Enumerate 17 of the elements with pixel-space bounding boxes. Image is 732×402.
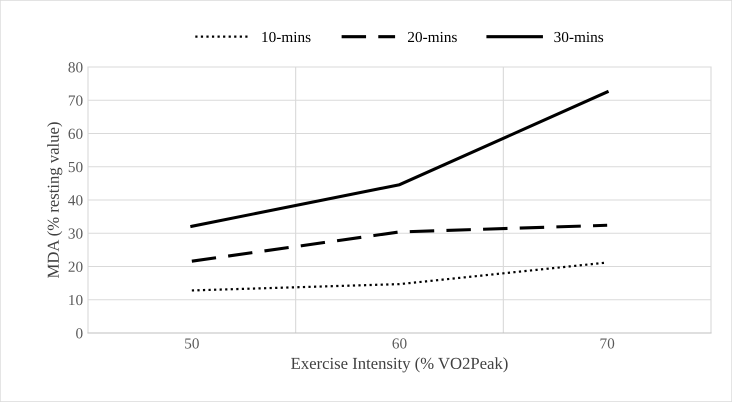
y-axis-title: MDA (% resting value): [47, 122, 62, 278]
y-tick-label: 10: [69, 294, 83, 306]
legend-label: 10-mins: [262, 32, 311, 42]
y-tick-label: 80: [68, 62, 83, 72]
legend-label: 30-mins: [554, 32, 604, 42]
y-tick-label: 60: [68, 128, 83, 139]
x-tick-label: 70: [600, 338, 614, 349]
legend-label: 20-mins: [408, 32, 457, 42]
y-tick-label: 0: [76, 328, 83, 338]
y-tick-label: 30: [68, 228, 83, 239]
y-tick-label: 50: [68, 162, 83, 172]
y-tick-label: 40: [68, 195, 83, 206]
y-tick-label: 20: [68, 262, 83, 272]
x-axis-title: Exercise Intensity (% VO2Peak): [291, 357, 508, 372]
y-tick-label: 70: [68, 95, 83, 106]
x-tick-label: 60: [392, 338, 407, 349]
x-tick-label: 50: [185, 338, 199, 349]
